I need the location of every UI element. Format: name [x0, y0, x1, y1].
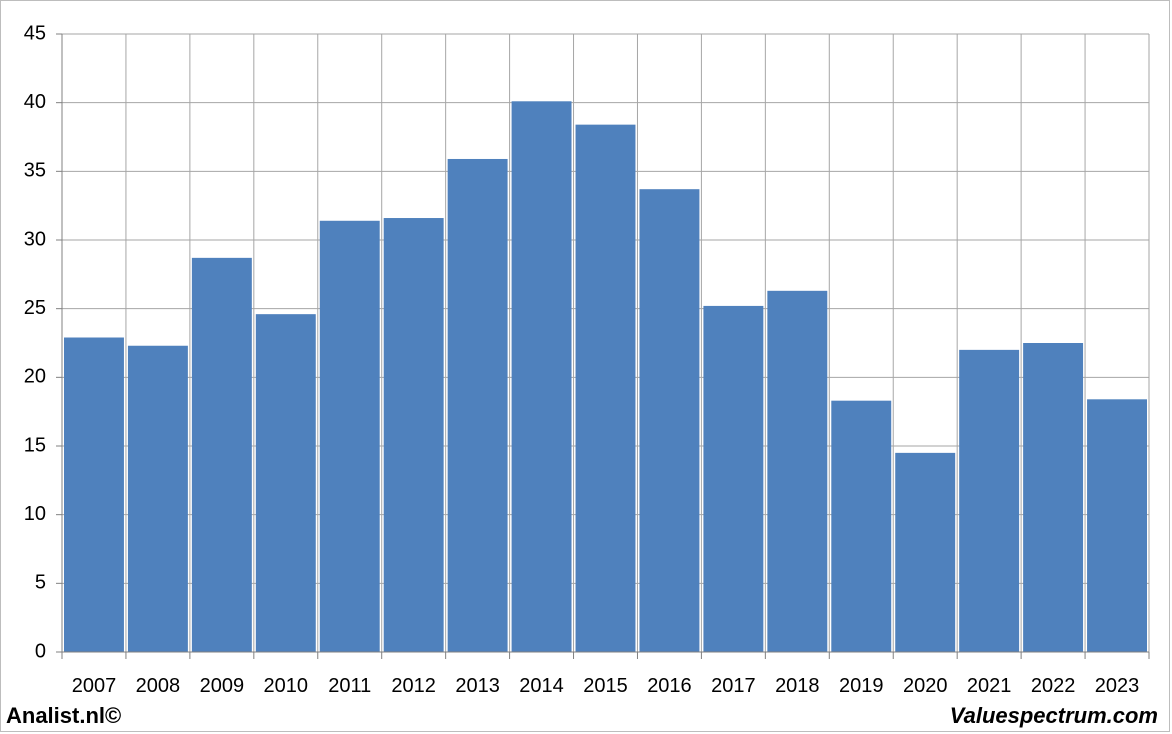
bar-2019 — [831, 400, 892, 652]
x-tick-label: 2014 — [519, 675, 564, 697]
x-tick-label: 2016 — [647, 675, 692, 697]
y-tick-label: 35 — [24, 160, 46, 182]
bar-2008 — [127, 345, 188, 652]
axes — [56, 33, 1150, 659]
footer-right-credit: Valuespectrum.com — [949, 703, 1158, 728]
bar-2012 — [383, 218, 444, 652]
x-tick-label: 2023 — [1095, 675, 1140, 697]
bar-2014 — [511, 101, 572, 652]
x-tick-labels: 2007 2008 2009 2010 2011 2012 2013 2014 2015 2016… — [72, 675, 1140, 697]
bar-2007 — [64, 337, 124, 652]
y-tick-labels: 0 5 10 15 20 25 30 35 40 45 — [24, 22, 46, 662]
x-tick-label: 2012 — [391, 675, 436, 697]
x-tick-label: 2009 — [200, 675, 245, 697]
y-tick-label: 15 — [24, 434, 46, 456]
y-tick-label: 40 — [24, 91, 46, 113]
bar-2020 — [895, 452, 956, 652]
x-tick-label: 2020 — [903, 675, 948, 697]
bar-2009 — [191, 257, 252, 652]
bar-2010 — [255, 314, 316, 652]
y-tick-label: 25 — [24, 297, 46, 319]
x-tick-label: 2015 — [583, 675, 628, 697]
y-tick-label: 5 — [35, 572, 46, 594]
bars — [64, 101, 1147, 653]
x-tick-label: 2010 — [264, 675, 309, 697]
x-tick-label: 2018 — [775, 675, 820, 697]
bar-2013 — [447, 158, 508, 652]
y-tick-label: 20 — [24, 366, 46, 388]
bar-2011 — [319, 220, 380, 653]
bar-2016 — [639, 189, 700, 653]
bar-2018 — [767, 290, 828, 652]
y-tick-label: 10 — [24, 503, 46, 525]
y-tick-label: 45 — [24, 22, 46, 44]
x-tick-label: 2011 — [328, 675, 371, 697]
x-tick-label: 2022 — [1031, 675, 1076, 697]
bar-2021 — [959, 349, 1020, 652]
x-tick-label: 2007 — [72, 675, 117, 697]
bar-2015 — [575, 124, 636, 652]
footer-left-credit: Analist.nl© — [6, 703, 122, 728]
x-tick-label: 2021 — [967, 675, 1012, 697]
bar-2022 — [1023, 343, 1084, 652]
bar-2017 — [703, 305, 764, 652]
x-tick-label: 2017 — [711, 675, 756, 697]
bar-2023 — [1087, 399, 1147, 652]
y-tick-label: 0 — [35, 640, 46, 662]
x-tick-label: 2019 — [839, 675, 884, 697]
x-tick-label: 2013 — [455, 675, 500, 697]
y-tick-label: 30 — [24, 228, 46, 250]
x-tick-label: 2008 — [136, 675, 181, 697]
